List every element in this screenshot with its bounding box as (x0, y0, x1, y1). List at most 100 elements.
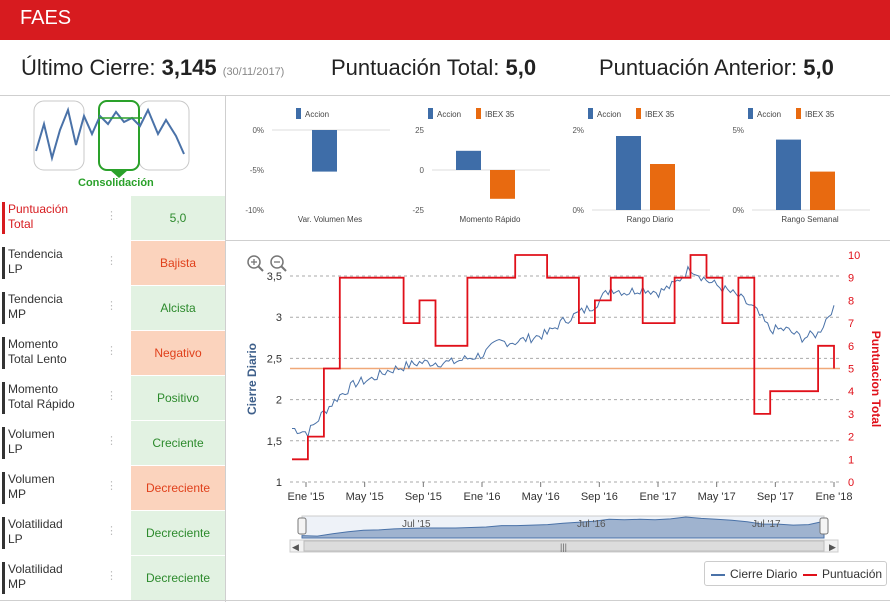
indicator-row[interactable]: Volatilidad LP ⋮ Decreciente (0, 511, 225, 555)
info-dots-icon[interactable]: ⋮ (106, 300, 117, 312)
info-dots-icon[interactable]: ⋮ (106, 435, 117, 447)
mini-chart-var-volumen: Accion 0% -5% -10% Var. Volumen Mes (245, 108, 390, 224)
tick-label: -5% (250, 166, 264, 175)
indicator-name-line2: LP (8, 262, 23, 276)
navigator[interactable]: Jul '15 Jul '16 Jul '17 ◀ ▶ ||| (288, 512, 840, 556)
prev-score: Puntuación Anterior: 5,0 (599, 55, 834, 81)
mini-chart-rango-diario: Accion IBEX 35 2% 0% Rango Diario (572, 108, 710, 224)
indicator-value: Alcista (131, 286, 225, 330)
mini-chart-rango-semanal: Accion IBEX 35 5% 0% Rango Semanal (732, 108, 870, 224)
indicator-value: Bajista (131, 241, 225, 285)
indicator-row[interactable]: Tendencia MP ⋮ Alcista (0, 286, 225, 330)
indicator-name-line1: Volatilidad (8, 517, 63, 531)
info-dots-icon[interactable]: ⋮ (106, 390, 117, 402)
indicator-name: Tendencia LP (8, 247, 63, 277)
indicator-row[interactable]: Tendencia LP ⋮ Bajista (0, 241, 225, 285)
indicator-name: Momento Total Lento (8, 337, 67, 367)
navigator-label: Jul '16 (577, 519, 606, 530)
scrollbar-grip-icon: ||| (560, 542, 567, 552)
page-title: FAES (20, 7, 72, 29)
indicator-name-line1: Tendencia (8, 292, 63, 306)
row-marker (2, 472, 5, 504)
indicator-name-line1: Puntuación (8, 202, 69, 216)
bar (616, 136, 641, 210)
last-close-date: (30/11/2017) (222, 66, 285, 78)
info-dots-icon[interactable]: ⋮ (106, 525, 117, 537)
zoom-in-icon[interactable] (247, 255, 264, 272)
indicator-row[interactable]: Momento Total Lento ⋮ Negativo (0, 331, 225, 375)
divider (226, 240, 890, 241)
indicator-name-line2: MP (8, 487, 26, 501)
indicator-name: Puntuación Total (8, 202, 68, 232)
total-score-label: Puntuación Total: (331, 55, 500, 80)
y2-axis-title: Puntuacion Total (869, 331, 883, 427)
y-tick-label: 3,5 (267, 271, 282, 283)
x-tick-label: Ene '16 (464, 491, 501, 503)
indicator-name-line1: Volatilidad (8, 562, 63, 576)
indicator-name-line2: MP (8, 307, 26, 321)
legend-swatch (796, 108, 801, 119)
pattern-thumbnails[interactable] (0, 96, 225, 194)
y-axis-title: Cierre Diario (245, 343, 259, 415)
indicator-name-line2: Total (8, 217, 34, 231)
scroll-left-icon[interactable]: ◀ (292, 542, 299, 552)
x-tick-label: May '17 (698, 491, 736, 503)
info-dots-icon[interactable]: ⋮ (106, 480, 117, 492)
y2-tick-label: 5 (848, 364, 854, 376)
indicator-name-line2: LP (8, 532, 23, 546)
indicator-name-line2: MP (8, 577, 26, 591)
info-dots-icon[interactable]: ⋮ (106, 345, 117, 357)
info-dots-icon[interactable]: ⋮ (106, 570, 117, 582)
navigator-handle-right[interactable] (819, 517, 829, 535)
y-tick-label: 2,5 (267, 353, 282, 365)
y2-tick-label: 7 (848, 318, 854, 330)
indicator-value: Decreciente (131, 511, 225, 555)
legend-score-label: Puntuación (822, 567, 883, 581)
indicator-row[interactable]: Puntuación Total ⋮ 5,0 (0, 196, 225, 240)
legend-item-score[interactable]: Puntuación (803, 567, 882, 581)
zoom-out-icon[interactable] (270, 255, 287, 272)
legend-swatch (748, 108, 753, 119)
tick-label: 25 (415, 126, 424, 135)
indicator-row[interactable]: Volatilidad MP ⋮ Decreciente (0, 556, 225, 600)
divider (0, 600, 890, 601)
pattern-pointer-icon (110, 170, 128, 178)
indicator-row[interactable]: Volumen LP ⋮ Creciente (0, 421, 225, 465)
pattern-thumb-selected[interactable] (98, 100, 140, 171)
row-marker (2, 202, 5, 234)
series-score-line (292, 254, 835, 461)
y2-tick-label: 8 (848, 295, 854, 307)
scroll-right-icon[interactable]: ▶ (829, 542, 836, 552)
navigator-handle-left[interactable] (297, 517, 307, 535)
indicator-value: Negativo (131, 331, 225, 375)
indicator-row[interactable]: Volumen MP ⋮ Decreciente (0, 466, 225, 510)
y2-tick-label: 2 (848, 432, 854, 444)
row-marker (2, 382, 5, 414)
indicator-name: Tendencia MP (8, 292, 63, 322)
tick-label: 0% (732, 206, 744, 215)
indicator-name-line2: Total Lento (8, 352, 67, 366)
series-price-line (292, 265, 835, 439)
info-dots-icon[interactable]: ⋮ (106, 255, 117, 267)
row-marker (2, 337, 5, 369)
x-tick-label: Sep '15 (405, 491, 442, 503)
legend-item-price[interactable]: Cierre Diario (711, 567, 797, 581)
y2-tick-label: 6 (848, 341, 854, 353)
indicator-value: Positivo (131, 376, 225, 420)
indicator-name-line1: Volumen (8, 472, 55, 486)
indicator-name: Momento Total Rápido (8, 382, 75, 412)
legend-swatch (296, 108, 301, 119)
legend-swatch (711, 573, 725, 576)
x-tick-label: May '15 (346, 491, 384, 503)
last-close-label: Último Cierre: (21, 55, 156, 80)
indicator-value: Decreciente (131, 466, 225, 510)
scrollbar-thumb[interactable] (303, 540, 825, 552)
x-tick-label: Sep '17 (757, 491, 794, 503)
prev-score-label: Puntuación Anterior: (599, 55, 798, 80)
info-dots-icon[interactable]: ⋮ (106, 210, 117, 222)
total-score: Puntuación Total: 5,0 (331, 55, 536, 81)
legend-label: IBEX 35 (485, 110, 515, 119)
indicator-row[interactable]: Momento Total Rápido ⋮ Positivo (0, 376, 225, 420)
bar (490, 170, 515, 199)
tick-label: 0% (252, 126, 264, 135)
